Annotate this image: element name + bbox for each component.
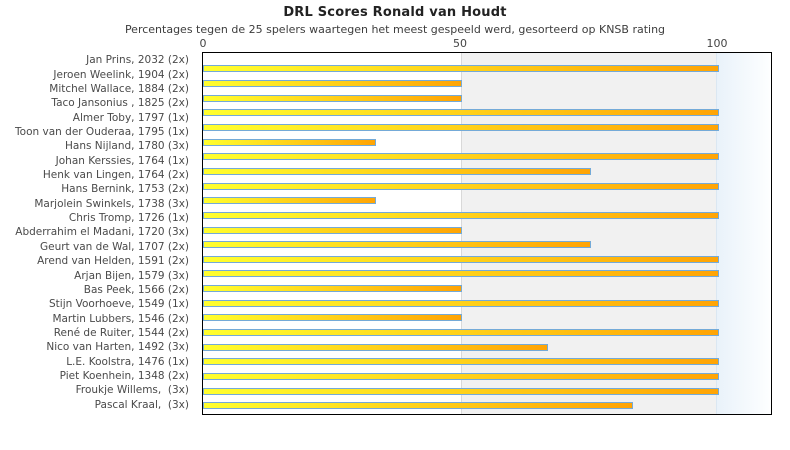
category-label: Abderrahim el Madani, 1720 (3x): [15, 226, 189, 239]
bar-row: [203, 325, 771, 340]
bar: [203, 241, 591, 249]
bar-row: [203, 106, 771, 121]
category-label: Piet Koenhein, 1348 (2x): [59, 370, 189, 383]
x-tick-label: 50: [453, 37, 467, 50]
bar: [203, 299, 719, 307]
category-label: Henk van Lingen, 1764 (2x): [42, 169, 189, 182]
category-label: Jeroen Weelink, 1904 (2x): [53, 68, 189, 81]
plot-area: [202, 52, 772, 415]
bar-row: [203, 237, 771, 252]
bar-row: [203, 135, 771, 150]
bar: [203, 343, 548, 351]
bar: [203, 182, 719, 190]
bar: [203, 328, 719, 336]
bar: [203, 167, 591, 175]
bar-row: [203, 91, 771, 106]
category-label: Arjan Bijen, 1579 (3x): [74, 269, 189, 282]
bar-row: [203, 354, 771, 369]
bar: [203, 314, 462, 322]
bar-row: [203, 62, 771, 77]
category-label: Martin Lubbers, 1546 (2x): [52, 312, 189, 325]
bar-row: [203, 54, 771, 62]
bar-row: [203, 252, 771, 267]
bar-row: [203, 149, 771, 164]
bar-row: [203, 179, 771, 194]
bar: [203, 124, 719, 132]
category-label: Almer Toby, 1797 (1x): [72, 111, 189, 124]
bar: [203, 153, 719, 161]
bar-row: [203, 369, 771, 384]
category-label: Jan Prins, 2032 (2x): [86, 54, 189, 67]
category-label: Froukje Willems, (3x): [75, 384, 189, 397]
bar: [203, 387, 719, 395]
bar: [203, 285, 462, 293]
category-label: Arend van Helden, 1591 (2x): [37, 255, 189, 268]
category-label: Hans Bernink, 1753 (2x): [61, 183, 189, 196]
bar: [203, 358, 719, 366]
plot-rows: [203, 53, 771, 414]
x-tick-label: 100: [706, 37, 728, 50]
bar: [203, 109, 719, 117]
bar: [203, 94, 462, 102]
bar-row: [203, 208, 771, 223]
category-label: L.E. Koolstra, 1476 (1x): [66, 355, 189, 368]
bar: [203, 80, 462, 88]
bar: [203, 197, 377, 205]
bar: [203, 138, 377, 146]
category-label: Toon van der Ouderaa, 1795 (1x): [15, 125, 189, 138]
bar-row: [203, 384, 771, 399]
category-label: Stijn Voorhoeve, 1549 (1x): [49, 298, 189, 311]
bar-row: [203, 223, 771, 238]
category-label: René de Ruiter, 1544 (2x): [53, 327, 189, 339]
bar-row: [203, 296, 771, 311]
bar-row: [203, 281, 771, 296]
bar: [203, 255, 719, 263]
bar-row: [203, 267, 771, 282]
bar-row: [203, 398, 771, 413]
category-label: Marjolein Swinkels, 1738 (3x): [34, 197, 189, 210]
bar: [203, 226, 462, 234]
category-label: Taco Jansonius , 1825 (2x): [51, 97, 189, 110]
category-label: Hans Nijland, 1780 (3x): [65, 140, 189, 153]
category-label: Geurt van de Wal, 1707 (2x): [39, 240, 189, 253]
bar: [203, 402, 634, 410]
category-label: Johan Kerssies, 1764 (1x): [55, 154, 189, 167]
x-tick-label: 0: [199, 37, 207, 50]
bar-row: [203, 340, 771, 355]
category-label: Chris Tromp, 1726 (1x): [68, 212, 189, 225]
bar-row: [203, 164, 771, 179]
bar-row: [203, 311, 771, 326]
bar-row: [203, 193, 771, 208]
bar: [203, 372, 719, 380]
chart-subtitle: Percentages tegen de 25 spelers waartege…: [124, 23, 666, 36]
x-axis: 0 50 100: [0, 0, 790, 50]
category-labels: Jan Prins, 2032 (2x) Jeroen Weelink, 1904…: [0, 52, 196, 413]
bar: [203, 211, 719, 219]
bar-row: [203, 120, 771, 135]
category-label: Nico van Harten, 1492 (3x): [46, 341, 189, 354]
category-label: Bas Peek, 1566 (2x): [83, 283, 189, 296]
bar-row: [203, 76, 771, 91]
bar: [203, 270, 719, 278]
bar: [203, 65, 719, 73]
category-label: Mitchel Wallace, 1884 (2x): [49, 82, 189, 95]
category-label: Pascal Kraal, (3x): [94, 398, 189, 411]
chart-title: DRL Scores Ronald van Houdt: [283, 5, 507, 20]
